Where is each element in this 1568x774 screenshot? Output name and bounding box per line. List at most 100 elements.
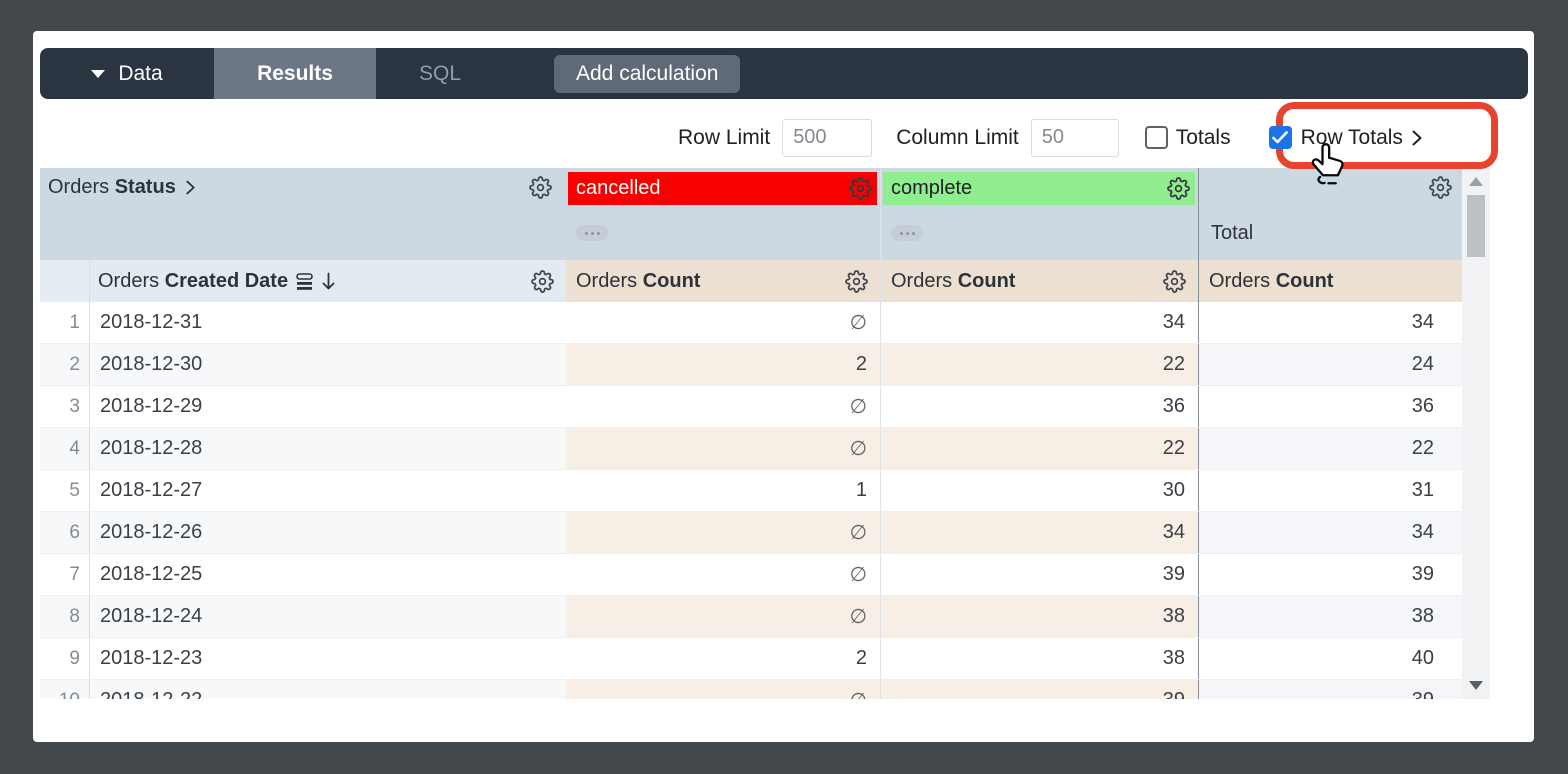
pivot-field-name: Status [114, 175, 176, 198]
gear-icon[interactable] [531, 270, 554, 293]
scrollbar-thumb[interactable] [1467, 195, 1485, 257]
gear-icon[interactable] [849, 177, 872, 200]
complete-count-cell[interactable]: 22 [880, 428, 1198, 469]
row-index: 2 [40, 344, 90, 385]
table-row: 10 2018-12-22 ∅ 39 39 [40, 680, 1462, 699]
row-limit-label: Row Limit [678, 125, 771, 149]
cancelled-count-cell[interactable]: ∅ [849, 312, 867, 334]
total-count-cell[interactable]: 39 [1198, 680, 1462, 699]
total-count-cell[interactable]: 39 [1198, 554, 1462, 595]
row-limit-input[interactable] [782, 118, 873, 157]
cancelled-count-cell[interactable]: 1 [855, 479, 867, 501]
table-row: 2 2018-12-30 2 22 24 [40, 344, 1462, 386]
chevron-right-icon [1411, 129, 1423, 147]
pivot-field-header[interactable]: Orders Status [40, 168, 566, 206]
row-index: 3 [40, 386, 90, 427]
complete-count-cell[interactable]: 30 [880, 470, 1198, 511]
gear-icon[interactable] [1163, 270, 1186, 293]
table-row: 1 2018-12-31 ∅ 34 34 [40, 302, 1462, 344]
pivot-header-row: Orders Status cancelled complete [40, 168, 1462, 206]
ellipsis-menu-button[interactable] [576, 225, 608, 241]
pivot-value-cell-cancelled: cancelled [566, 168, 880, 206]
complete-count-cell[interactable]: 39 [880, 680, 1198, 699]
row-totals-header-cell [1198, 168, 1462, 206]
complete-count-cell[interactable]: 34 [880, 512, 1198, 553]
measure-header-total[interactable]: Orders Count [1198, 260, 1462, 302]
pivot-menu-cell [566, 206, 880, 260]
column-limit-label: Column Limit [896, 125, 1019, 149]
total-count-cell[interactable]: 22 [1198, 428, 1462, 469]
total-count-cell[interactable]: 31 [1198, 470, 1462, 511]
complete-count-cell[interactable]: 38 [880, 638, 1198, 679]
table-row: 9 2018-12-23 2 38 40 [40, 638, 1462, 680]
cancelled-count-cell[interactable]: ∅ [849, 396, 867, 418]
total-count-cell[interactable]: 24 [1198, 344, 1462, 385]
total-count-cell[interactable]: 40 [1198, 638, 1462, 679]
date-cell[interactable]: 2018-12-23 [100, 647, 203, 669]
row-index: 1 [40, 302, 90, 343]
date-cell[interactable]: 2018-12-26 [100, 521, 203, 543]
data-menu[interactable]: Data [40, 48, 214, 99]
date-cell[interactable]: 2018-12-24 [100, 605, 203, 627]
cancelled-count-cell[interactable]: 2 [855, 647, 867, 669]
cancelled-count-cell[interactable]: ∅ [566, 428, 880, 469]
row-index: 9 [40, 638, 90, 679]
total-count-cell[interactable]: 38 [1198, 596, 1462, 637]
ellipsis-menu-button[interactable] [891, 225, 923, 241]
pivot-value-complete[interactable]: complete [883, 171, 1195, 205]
scroll-up-arrow-icon[interactable] [1469, 177, 1483, 186]
pivot-value-label: complete [891, 176, 973, 199]
measure-header-complete[interactable]: Orders Count [880, 260, 1198, 302]
tab-sql[interactable]: SQL [418, 61, 462, 85]
measure-header-cancelled[interactable]: Orders Count [566, 260, 880, 302]
date-cell[interactable]: 2018-12-27 [100, 479, 203, 501]
column-limit-input[interactable] [1030, 118, 1119, 157]
complete-count-cell[interactable]: 38 [880, 596, 1198, 637]
results-table: Orders Status cancelled complete [40, 168, 1462, 699]
sort-desc-icon [322, 272, 335, 289]
cancelled-count-cell[interactable]: ∅ [566, 680, 880, 699]
date-cell[interactable]: 2018-12-25 [100, 563, 203, 585]
cancelled-count-cell[interactable]: ∅ [566, 596, 880, 637]
date-cell[interactable]: 2018-12-31 [100, 311, 203, 333]
complete-count-cell[interactable]: 22 [880, 344, 1198, 385]
cancelled-count-cell[interactable]: ∅ [849, 564, 867, 586]
complete-count-cell[interactable]: 36 [880, 386, 1198, 427]
scroll-down-arrow-icon[interactable] [1469, 681, 1483, 690]
complete-count-cell[interactable]: 39 [880, 554, 1198, 595]
data-menu-label: Data [118, 61, 163, 85]
date-cell[interactable]: 2018-12-28 [100, 437, 203, 459]
pivot-value-label: cancelled [576, 176, 661, 199]
total-count-cell[interactable]: 34 [1198, 302, 1462, 343]
total-count-cell[interactable]: 34 [1198, 512, 1462, 553]
chevron-down-icon [91, 69, 106, 78]
vertical-scrollbar[interactable] [1462, 168, 1490, 699]
chevron-right-icon [185, 179, 196, 196]
row-index: 6 [40, 512, 90, 553]
cancelled-count-cell[interactable]: 2 [566, 344, 880, 385]
date-cell[interactable]: 2018-12-30 [100, 353, 203, 375]
subtotal-icon [296, 272, 313, 290]
tab-results[interactable]: Results [214, 48, 376, 99]
totals-label: Totals [1175, 125, 1231, 149]
cancelled-count-cell[interactable]: ∅ [566, 512, 880, 553]
row-totals-checkbox[interactable] [1268, 126, 1292, 149]
pivot-menu-row: Total [40, 206, 1462, 260]
date-cell[interactable]: 2018-12-22 [90, 680, 566, 699]
gear-icon[interactable] [845, 270, 868, 293]
table-row: 6 2018-12-26 ∅ 34 34 [40, 512, 1462, 554]
total-count-cell[interactable]: 36 [1198, 386, 1462, 427]
dimension-header[interactable]: Orders Created Date [90, 260, 566, 302]
row-index: 4 [40, 428, 90, 469]
complete-count-cell[interactable]: 34 [880, 302, 1198, 343]
gear-icon[interactable] [1167, 177, 1190, 200]
pivot-value-cancelled[interactable]: cancelled [568, 171, 877, 205]
column-header-row: Orders Created Date Orders Count Orders … [40, 260, 1462, 302]
add-calculation-button[interactable]: Add calculation [554, 54, 741, 93]
gear-icon[interactable] [529, 176, 552, 199]
totals-checkbox[interactable] [1144, 126, 1168, 149]
date-cell[interactable]: 2018-12-29 [100, 395, 203, 417]
row-index: 10 [40, 680, 90, 699]
total-column-label: Total [1198, 206, 1462, 260]
gear-icon[interactable] [1429, 176, 1452, 199]
